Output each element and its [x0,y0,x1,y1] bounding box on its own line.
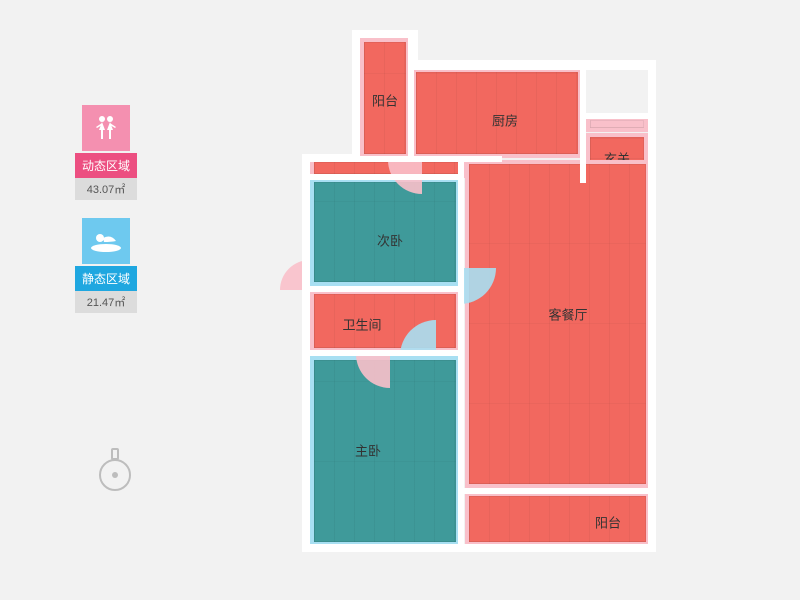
inner-wall-1 [360,156,414,162]
legend-static-value: 21.47㎡ [75,291,137,313]
room-label-second_bed: 次卧 [377,231,403,250]
room-label-balcony_bottom: 阳台 [595,513,621,532]
outer-wall-0 [352,30,360,160]
compass-icon [95,445,135,493]
legend-dynamic-label: 动态区域 [75,153,137,178]
outer-wall-3 [410,60,654,68]
inner-wall-8 [306,286,462,292]
dynamic-zone-icon [82,105,130,151]
inner-wall-4 [580,68,586,183]
outer-wall-4 [648,60,656,116]
outer-wall-7 [302,544,464,552]
inner-wall-5 [580,113,652,119]
legend-dynamic-value: 43.07㎡ [75,178,137,200]
inner-wall-10 [464,488,652,494]
outer-wall-1 [352,30,416,38]
inner-wall-6 [306,174,462,180]
room-balcony_bottom [465,492,650,546]
room-label-kitchen: 厨房 [492,111,518,130]
floor-plan: 阳台厨房玄关客餐厅次卧卫生间主卧阳台 [290,8,700,578]
legend-dynamic: 动态区域 43.07㎡ [75,105,137,200]
room-living [465,160,650,488]
room-label-bathroom: 卫生间 [342,315,381,334]
outer-wall-9 [302,154,360,162]
legend-panel: 动态区域 43.07㎡ 静态区域 21.47㎡ [75,105,137,331]
room-bathroom [310,290,460,352]
inner-wall-3 [412,156,502,162]
outer-wall-8 [302,154,310,552]
inner-wall-9 [306,350,462,356]
outer-wall-6 [460,544,656,552]
legend-static-label: 静态区域 [75,266,137,291]
static-zone-icon [82,218,130,264]
room-label-living: 客餐厅 [548,305,587,324]
room-label-balcony_top: 阳台 [372,91,398,110]
legend-static: 静态区域 21.47㎡ [75,218,137,313]
room-label-master_bed: 主卧 [355,441,381,460]
outer-wall-5 [648,110,656,550]
